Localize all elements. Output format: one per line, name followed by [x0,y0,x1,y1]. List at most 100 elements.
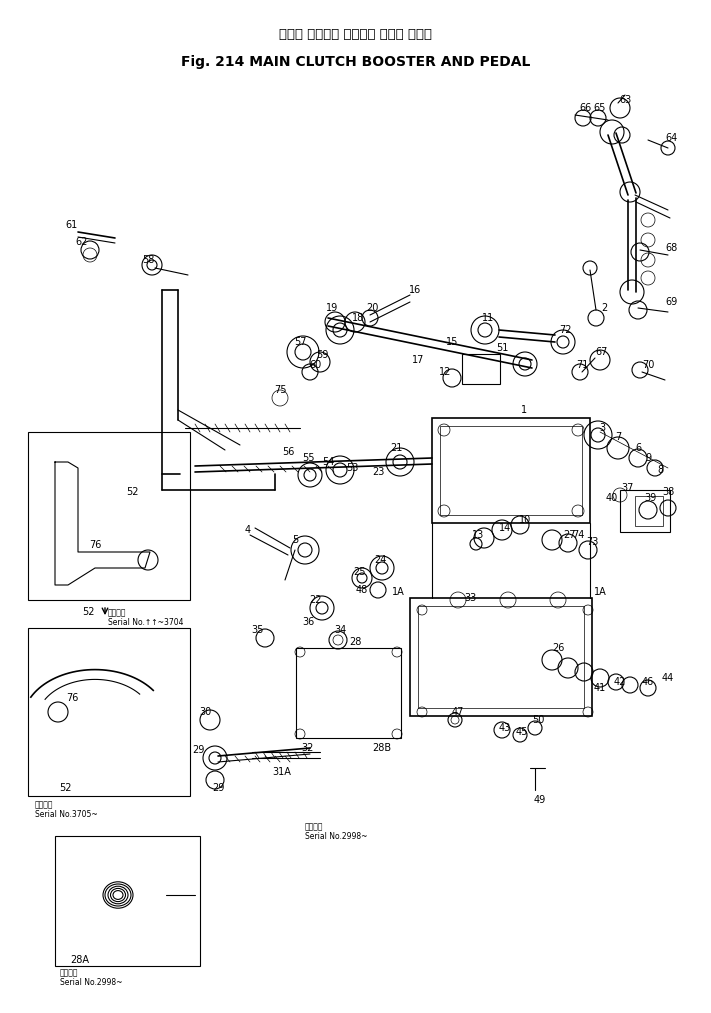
Text: 29: 29 [192,745,204,755]
Text: 5: 5 [292,535,298,545]
Text: 58: 58 [141,255,154,265]
Text: Serial No.3705~: Serial No.3705~ [35,810,97,819]
Text: 52: 52 [59,783,71,793]
Bar [296,648,401,738]
Text: 6: 6 [635,443,641,453]
Text: 34: 34 [334,625,346,635]
Text: メイン クラッチ ブースタ および ペダル: メイン クラッチ ブースタ および ペダル [279,28,432,41]
Text: 28B: 28B [373,743,392,753]
Text: 23: 23 [372,467,384,477]
Text: 48: 48 [356,585,368,595]
Text: 8: 8 [657,465,663,475]
Bar [28,628,190,796]
Text: 68: 68 [666,243,678,253]
Text: 72: 72 [559,325,571,335]
Text: 56: 56 [282,447,294,457]
Text: 55: 55 [301,453,314,463]
Text: 24: 24 [374,555,386,565]
Text: 1A: 1A [594,587,606,597]
Text: 17: 17 [412,355,424,365]
Text: 76: 76 [89,540,101,550]
Text: 50: 50 [532,715,544,725]
Bar [440,426,582,515]
Text: 40: 40 [606,493,618,503]
Text: 14: 14 [499,523,511,533]
Text: 11: 11 [482,313,494,323]
Text: 20: 20 [366,303,378,313]
Text: 26: 26 [552,643,565,653]
Bar [28,432,190,600]
Text: 適用号機: 適用号機 [35,800,53,809]
Text: 46: 46 [642,677,654,687]
Text: 42: 42 [614,677,626,687]
Text: 3: 3 [599,423,605,433]
Text: 33: 33 [464,593,476,603]
Text: 25: 25 [354,567,366,577]
Text: 16: 16 [409,285,421,295]
Text: 9: 9 [645,453,651,463]
Text: 18: 18 [352,313,364,323]
Text: 21: 21 [390,443,402,453]
Text: 76: 76 [66,693,78,703]
Text: 29: 29 [212,783,224,793]
Text: 63: 63 [619,95,631,105]
Text: 適用号機: 適用号機 [60,968,78,977]
Text: Serial No.2998~: Serial No.2998~ [60,978,122,987]
Text: 41: 41 [594,683,606,693]
Bar [410,598,592,716]
Text: Fig. 214 MAIN CLUTCH BOOSTER AND PEDAL: Fig. 214 MAIN CLUTCH BOOSTER AND PEDAL [181,55,530,69]
Text: 60: 60 [309,360,321,370]
Text: 59: 59 [316,350,328,360]
Text: 37: 37 [622,483,634,493]
Text: 67: 67 [596,347,608,357]
Text: 51: 51 [496,343,508,353]
Text: 4: 4 [245,525,251,535]
Text: 52: 52 [126,487,138,497]
Text: 54: 54 [322,457,334,467]
Text: 53: 53 [346,463,358,473]
Text: 13: 13 [472,530,484,540]
Text: 28: 28 [349,637,361,647]
Text: 1A: 1A [392,587,405,597]
Text: 22: 22 [309,595,321,605]
Text: 52: 52 [82,607,95,617]
Text: 70: 70 [642,360,654,370]
Text: 69: 69 [666,297,678,307]
Text: 66: 66 [579,103,591,113]
Text: 28A: 28A [70,955,90,965]
Text: 30: 30 [199,707,211,717]
Text: 32: 32 [301,743,314,753]
Text: 35: 35 [252,625,264,635]
Text: Serial No.↑↑~3704: Serial No.↑↑~3704 [108,618,183,627]
Text: 47: 47 [451,707,464,717]
Text: 65: 65 [594,103,606,113]
Bar [418,606,584,708]
Bar [432,418,590,523]
Text: 10: 10 [519,515,531,525]
Text: 27: 27 [564,530,576,540]
Text: 62: 62 [76,237,88,247]
Text: 39: 39 [644,493,656,503]
Text: 73: 73 [586,537,598,547]
Text: 74: 74 [572,530,584,540]
Text: 12: 12 [439,367,451,377]
Text: 15: 15 [446,337,458,347]
Text: Serial No.2998~: Serial No.2998~ [305,832,368,841]
Text: 45: 45 [515,727,528,737]
Bar [462,354,500,384]
Text: 44: 44 [662,673,674,683]
Text: 49: 49 [534,795,546,805]
Text: 57: 57 [294,337,306,347]
Text: 2: 2 [601,303,607,313]
Bar [55,836,200,966]
Text: 適用号機: 適用号機 [305,822,324,831]
Text: 64: 64 [666,133,678,143]
Text: 31A: 31A [272,767,292,777]
Text: 75: 75 [274,385,287,395]
Text: 1: 1 [521,405,527,415]
Bar [635,496,663,526]
Text: 38: 38 [662,487,674,497]
Text: 71: 71 [576,360,588,370]
Text: 適用号機: 適用号機 [108,608,127,617]
Bar [620,490,670,532]
